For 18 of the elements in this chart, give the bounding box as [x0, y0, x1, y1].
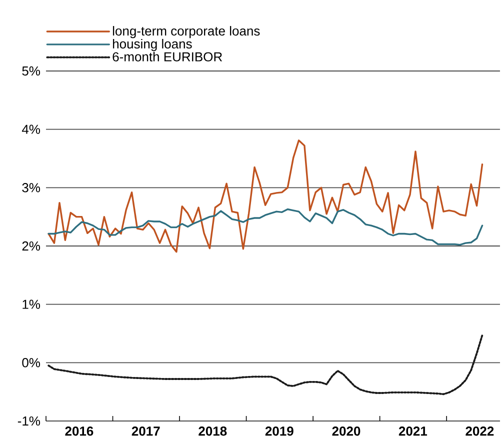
y-tick-label: 5%: [22, 66, 40, 76]
line-series: [48, 140, 484, 253]
x-tick-label: 2020: [332, 426, 360, 436]
y-tick-label: 4%: [22, 124, 40, 134]
y-tick-label: -1%: [18, 416, 40, 426]
x-tick-label: 2022: [466, 426, 494, 436]
x-tick-label: 2021: [398, 426, 428, 436]
y-tick-label: 0%: [22, 358, 40, 368]
y-tick-label: 1%: [22, 300, 40, 309]
legend-label: long-term corporate loans: [112, 26, 260, 38]
legend-label: housing loans: [112, 38, 192, 52]
y-tick-label: 3%: [22, 183, 40, 192]
x-tick-label: 2016: [65, 426, 94, 436]
x-tick-label: 2017: [132, 426, 160, 436]
y-tick-label: 2%: [22, 241, 40, 251]
legend-label: 6-month EURIBOR: [112, 52, 222, 62]
x-tick-label: 2018: [198, 426, 227, 436]
x-tick-label: 2019: [265, 426, 294, 436]
